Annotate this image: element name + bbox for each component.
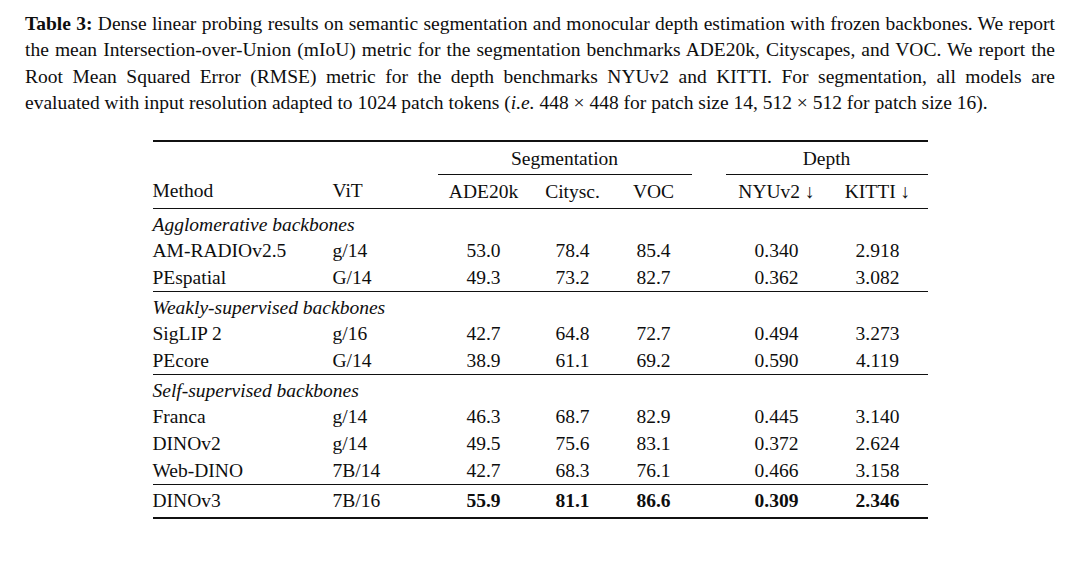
table-caption: Table 3: Dense linear probing results on…	[25, 11, 1055, 117]
group-label-row: Self-supervised backbones	[153, 374, 928, 403]
col-header-citysc: Citysc.	[530, 174, 616, 208]
col-header-ade20k: ADE20k	[438, 174, 530, 208]
method-cell: AM-RADIOv2.5	[153, 237, 333, 264]
value-cell: 4.119	[828, 347, 928, 375]
value-cell: 0.340	[726, 237, 828, 264]
vit-cell: g/16	[333, 320, 438, 347]
column-gap	[692, 141, 726, 175]
method-cell: Web-DINO	[153, 457, 333, 485]
vit-cell: g/14	[333, 237, 438, 264]
vit-cell: g/14	[333, 403, 438, 430]
value-cell: 75.6	[530, 430, 616, 457]
value-cell: 82.7	[616, 264, 692, 292]
table-row: AM-RADIOv2.5g/1453.078.485.4 0.3402.918	[153, 237, 928, 264]
value-cell: 42.7	[438, 457, 530, 485]
caption-text-tail: 448 × 448 for patch size 14, 512 × 512 f…	[535, 92, 988, 113]
vit-cell: 7B/14	[333, 457, 438, 485]
value-cell: 3.082	[828, 264, 928, 292]
vit-cell: g/14	[333, 430, 438, 457]
value-cell: 69.2	[616, 347, 692, 375]
value-cell: 0.372	[726, 430, 828, 457]
value-cell: 46.3	[438, 403, 530, 430]
value-cell: 53.0	[438, 237, 530, 264]
col-header-method: Method	[153, 174, 333, 208]
table-row: Francag/1446.368.782.9 0.4453.140	[153, 403, 928, 430]
value-cell: 55.9	[438, 484, 530, 518]
value-cell: 78.4	[530, 237, 616, 264]
method-cell: Franca	[153, 403, 333, 430]
spanning-header-row: Segmentation Depth	[153, 141, 928, 175]
table-row: PEcoreG/1438.961.169.2 0.5904.119	[153, 347, 928, 375]
value-cell: 83.1	[616, 430, 692, 457]
value-cell: 2.624	[828, 430, 928, 457]
col-header-vit: ViT	[333, 174, 438, 208]
value-cell: 0.309	[726, 484, 828, 518]
table-row: PEspatialG/1449.373.282.7 0.3623.082	[153, 264, 928, 292]
value-cell: 0.362	[726, 264, 828, 292]
group-label: Agglomerative backbones	[153, 208, 928, 237]
empty-header-cell	[153, 141, 438, 175]
caption-label: Table 3:	[25, 13, 92, 34]
value-cell: 68.3	[530, 457, 616, 485]
value-cell: 82.9	[616, 403, 692, 430]
col-header-nyuv2: NYUv2 ↓	[726, 174, 828, 208]
col-header-voc: VOC	[616, 174, 692, 208]
value-cell: 61.1	[530, 347, 616, 375]
segmentation-group-header: Segmentation	[438, 141, 692, 175]
column-gap	[692, 237, 726, 264]
caption-ie: i.e.	[511, 92, 535, 113]
value-cell: 0.494	[726, 320, 828, 347]
depth-group-header: Depth	[726, 141, 928, 175]
value-cell: 0.445	[726, 403, 828, 430]
column-gap	[692, 174, 726, 208]
value-cell: 85.4	[616, 237, 692, 264]
table-row: DINOv2g/1449.575.683.1 0.3722.624	[153, 430, 928, 457]
column-gap	[692, 430, 726, 457]
results-table: Segmentation Depth Method ViT ADE20k Cit…	[153, 140, 928, 519]
value-cell: 76.1	[616, 457, 692, 485]
group-label: Self-supervised backbones	[153, 374, 928, 403]
paper-page: Table 3: Dense linear probing results on…	[0, 0, 1080, 519]
value-cell: 2.346	[828, 484, 928, 518]
highlight-row: DINOv37B/1655.981.186.6 0.3092.346	[153, 484, 928, 518]
table-row: Web-DINO7B/1442.768.376.1 0.4663.158	[153, 457, 928, 485]
vit-cell: 7B/16	[333, 484, 438, 518]
vit-cell: G/14	[333, 264, 438, 292]
method-cell: PEcore	[153, 347, 333, 375]
group-label-row: Weakly-supervised backbones	[153, 291, 928, 320]
column-gap	[692, 264, 726, 292]
value-cell: 38.9	[438, 347, 530, 375]
column-gap	[692, 347, 726, 375]
value-cell: 49.3	[438, 264, 530, 292]
col-header-kitti: KITTI ↓	[828, 174, 928, 208]
value-cell: 49.5	[438, 430, 530, 457]
value-cell: 2.918	[828, 237, 928, 264]
value-cell: 3.158	[828, 457, 928, 485]
value-cell: 0.466	[726, 457, 828, 485]
method-cell: DINOv3	[153, 484, 333, 518]
vit-cell: G/14	[333, 347, 438, 375]
value-cell: 86.6	[616, 484, 692, 518]
value-cell: 72.7	[616, 320, 692, 347]
method-cell: DINOv2	[153, 430, 333, 457]
value-cell: 68.7	[530, 403, 616, 430]
value-cell: 3.140	[828, 403, 928, 430]
method-cell: PEspatial	[153, 264, 333, 292]
value-cell: 3.273	[828, 320, 928, 347]
column-gap	[692, 484, 726, 518]
column-gap	[692, 403, 726, 430]
column-gap	[692, 320, 726, 347]
value-cell: 64.8	[530, 320, 616, 347]
column-header-row: Method ViT ADE20k Citysc. VOC NYUv2 ↓ KI…	[153, 174, 928, 208]
value-cell: 73.2	[530, 264, 616, 292]
method-cell: SigLIP 2	[153, 320, 333, 347]
column-gap	[692, 457, 726, 485]
table-row: SigLIP 2g/1642.764.872.7 0.4943.273	[153, 320, 928, 347]
value-cell: 0.590	[726, 347, 828, 375]
value-cell: 81.1	[530, 484, 616, 518]
value-cell: 42.7	[438, 320, 530, 347]
group-label-row: Agglomerative backbones	[153, 208, 928, 237]
group-label: Weakly-supervised backbones	[153, 291, 928, 320]
